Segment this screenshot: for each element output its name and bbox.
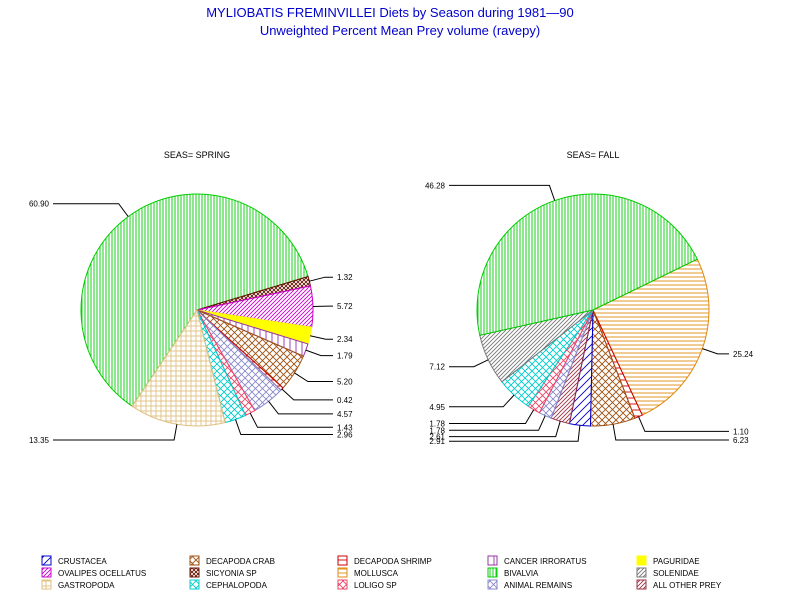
legend-entry-crustacea: CRUSTACEA <box>41 555 107 566</box>
pie-leader-line <box>309 276 333 282</box>
pie-leader-line <box>235 419 333 435</box>
pie-leader-line <box>702 348 729 355</box>
legend-label: MOLLUSCA <box>354 569 399 578</box>
legend-entry-cephalopoda: CEPHALOPODA <box>189 579 268 590</box>
legend-swatch <box>337 555 348 566</box>
pie-leader-line <box>449 184 556 201</box>
legend-label: OVALIPES OCELLATUS <box>58 569 146 578</box>
pie-data-label: 2.96 <box>337 431 353 440</box>
pie-leader-line <box>449 409 535 424</box>
chart-title-line2: Unweighted Percent Mean Prey volume (rav… <box>260 23 540 38</box>
legend-label: PAGURIDAE <box>653 557 700 566</box>
legend-entry-mollusca: MOLLUSCA <box>337 567 399 578</box>
legend-swatch <box>41 567 52 578</box>
pie-leader-line <box>638 416 729 432</box>
legend-swatch <box>41 555 52 566</box>
legend-label: ALL OTHER PREY <box>653 581 722 590</box>
legend-entry-loligo-sp: LOLIGO SP <box>337 579 397 590</box>
pie-data-label: 46.28 <box>425 181 446 190</box>
pie-data-label: 0.42 <box>337 396 353 405</box>
legend-entry-animal-remains: ANIMAL REMAINS <box>487 579 572 590</box>
legend-entry-solenidae: SOLENIDAE <box>636 567 699 578</box>
pie-leader-line <box>309 335 333 340</box>
legend-label: GASTROPODA <box>58 581 115 590</box>
pie-slice-mollusca <box>592 258 710 416</box>
legend-swatch <box>337 579 348 590</box>
legend-label: CRUSTACEA <box>58 557 107 566</box>
legend-swatch <box>636 567 647 578</box>
pie-seas-fall: SEAS= FALL25.241.106.232.912.611.781.784… <box>425 150 754 446</box>
legend-entry-sicyonia-sp: SICYONIA SP <box>189 567 257 578</box>
legend-swatch <box>487 567 498 578</box>
pie-data-label: 1.78 <box>429 426 445 435</box>
pie-data-label: 7.12 <box>429 363 445 372</box>
pie-data-label: 25.24 <box>733 350 754 359</box>
pie-leader-line <box>294 372 333 382</box>
legend-swatch <box>337 567 348 578</box>
pie-leader-line <box>449 394 515 408</box>
legend-swatch <box>636 579 647 590</box>
pie-data-label: 1.32 <box>337 273 353 282</box>
legend-entry-all-other-prey: ALL OTHER PREY <box>636 579 722 590</box>
legend-entry-paguridae: PAGURIDAE <box>636 555 700 566</box>
pie-slice-gastropoda <box>131 308 226 427</box>
chart-legend: CRUSTACEA DECAPODA CRAB DECAPODA SHRIMP CAN… <box>41 555 722 590</box>
legend-label: DECAPODA SHRIMP <box>354 557 432 566</box>
pie-leader-line <box>268 400 333 415</box>
pie-data-label: 2.61 <box>429 433 445 442</box>
legend-label: CEPHALOPODA <box>206 581 268 590</box>
pie-data-label: 2.34 <box>337 335 353 344</box>
pie-data-label: 4.57 <box>337 410 353 419</box>
pie-leader-line <box>449 415 546 431</box>
pie-data-label: 4.95 <box>429 403 445 412</box>
legend-swatch <box>636 555 647 566</box>
legend-label: DECAPODA CRAB <box>206 557 275 566</box>
pie-data-label: 1.10 <box>733 427 749 436</box>
pie-data-label: 6.23 <box>733 436 749 445</box>
pie-data-label: 1.43 <box>337 423 353 432</box>
pie-leader-line <box>449 425 581 442</box>
pie-data-label: 5.20 <box>337 378 353 387</box>
chart-title-line1: MYLIOBATIS FREMINVILLEI Diets by Season … <box>206 5 574 20</box>
pie-leader-line <box>281 388 333 401</box>
legend-label: CANCER IRRORATUS <box>504 557 587 566</box>
pie-leader-line <box>53 203 129 217</box>
legend-entry-decapoda-shrimp: DECAPODA SHRIMP <box>337 555 432 566</box>
legend-label: SICYONIA SP <box>206 569 257 578</box>
pie-seas-spring: SEAS= SPRING 60.90 1.32 5.72 2.34 1.79 5.20 0.4… <box>29 150 353 445</box>
pie-slice-bivalvia <box>80 193 309 407</box>
pie-leader-line <box>305 349 333 357</box>
pie-data-label: 1.79 <box>337 352 353 361</box>
legend-swatch <box>487 555 498 566</box>
legend-entry-cancer-irroratus: CANCER IRRORATUS <box>487 555 587 566</box>
legend-entry-ovalipes-ocellatus: OVALIPES OCELLATUS <box>41 567 146 578</box>
pie-leader-line <box>53 424 178 441</box>
legend-entry-gastropoda: GASTROPODA <box>41 579 115 590</box>
pie-data-label: 2.91 <box>429 437 445 446</box>
pie-data-label: 5.72 <box>337 302 353 311</box>
legend-label: ANIMAL REMAINS <box>504 581 572 590</box>
pie-leader-line <box>449 421 561 438</box>
pie-data-label: 1.78 <box>429 419 445 428</box>
legend-swatch <box>41 579 52 590</box>
legend-entry-decapoda-crab: DECAPODA CRAB <box>189 555 275 566</box>
legend-entry-bivalvia: BIVALVIA <box>487 567 539 578</box>
legend-label: LOLIGO SP <box>354 581 397 590</box>
pie-leader-line <box>612 424 729 441</box>
legend-swatch <box>189 567 200 578</box>
legend-swatch <box>487 579 498 590</box>
legend-swatch <box>189 579 200 590</box>
legend-swatch <box>189 555 200 566</box>
pie-data-label: 60.90 <box>29 200 50 209</box>
pie-leader-line <box>249 412 333 428</box>
legend-label: BIVALVIA <box>504 569 539 578</box>
pie-title: SEAS= FALL <box>567 150 620 160</box>
pie-title: SEAS= SPRING <box>164 150 230 160</box>
legend-label: SOLENIDAE <box>653 569 699 578</box>
pie-data-label: 13.35 <box>29 436 50 445</box>
pie-leader-line <box>449 359 489 368</box>
pie-slice-bivalvia <box>476 193 698 336</box>
